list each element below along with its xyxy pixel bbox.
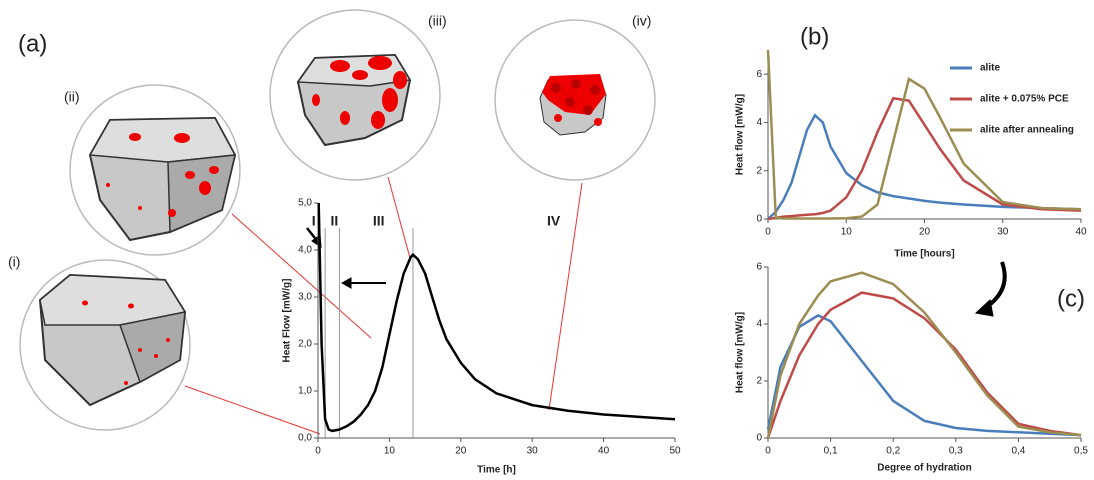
illustration-label: (ii)	[64, 89, 80, 105]
x-tick-label: 0	[315, 446, 321, 457]
y-axis-title: Heat flow [mW/g]	[735, 94, 746, 175]
x-tick-label: 20	[919, 227, 931, 238]
x-tick-label: 0,1	[824, 446, 838, 457]
legend-label: alite	[980, 63, 1000, 74]
y-tick-label: 2,0	[298, 339, 312, 350]
y-axis-title: Heat Flow [mW/g]	[282, 279, 293, 363]
x-axis-title: Time [h]	[477, 465, 516, 476]
x-tick-label: 0	[765, 227, 771, 238]
y-tick-label: 4	[756, 117, 762, 128]
y-tick-label: 4	[756, 319, 762, 330]
x-tick-label: 0,2	[886, 446, 900, 457]
y-tick-label: 0	[756, 433, 762, 444]
phase-label: IV	[547, 213, 561, 229]
legend-label: alite after annealing	[980, 125, 1074, 136]
illustration-label: (i)	[8, 254, 20, 270]
legend-label: alite + 0.075% PCE	[980, 94, 1069, 105]
y-tick-label: 3,0	[298, 292, 312, 303]
panel-label: (a)	[18, 30, 47, 57]
illustration-label: (iii)	[428, 13, 447, 29]
y-tick-label: 6	[756, 69, 762, 80]
panel-label: (b)	[800, 23, 829, 50]
y-tick-label: 0	[756, 214, 762, 225]
x-tick-label: 50	[669, 446, 681, 457]
x-tick-label: 10	[841, 227, 853, 238]
illustration-iv	[495, 20, 655, 180]
illustration-i	[20, 260, 190, 430]
data-line	[319, 203, 675, 431]
x-tick-label: 10	[384, 446, 396, 457]
x-tick-label: 0,3	[949, 446, 963, 457]
y-tick-label: 2	[756, 165, 762, 176]
x-tick-label: 30	[997, 227, 1009, 238]
y-axis-title: Heat flow [mW/g]	[735, 312, 746, 393]
x-tick-label: 20	[455, 446, 467, 457]
x-tick-label: 40	[1075, 227, 1087, 238]
y-tick-label: 4,0	[298, 245, 312, 256]
x-axis-title: Time [hours]	[894, 249, 954, 260]
y-tick-label: 1,0	[298, 386, 312, 397]
data-line	[768, 273, 1081, 438]
data-line	[768, 315, 1081, 435]
x-tick-label: 0,5	[1074, 446, 1088, 457]
y-tick-label: 6	[756, 262, 762, 273]
illustration-label: (iv)	[632, 13, 651, 29]
y-tick-label: 5,0	[298, 198, 312, 209]
y-tick-label: 2	[756, 376, 762, 387]
x-tick-label: 30	[527, 446, 539, 457]
x-axis-title: Degree of hydration	[877, 463, 971, 474]
figure: (a) (b) (c) (i) (ii) (iii) (iv) 0,0 1,0 2,…	[0, 0, 1094, 480]
phase-label: III	[373, 213, 385, 229]
illustration-iii	[270, 10, 440, 180]
illustration-ii	[70, 85, 240, 255]
phase-label: I	[312, 213, 316, 229]
panel-label: (c)	[1057, 285, 1085, 312]
phase-label: II	[331, 213, 339, 229]
x-tick-label: 0,4	[1011, 446, 1025, 457]
x-tick-label: 0	[765, 446, 771, 457]
y-tick-label: 0,0	[298, 433, 312, 444]
x-tick-label: 40	[598, 446, 610, 457]
